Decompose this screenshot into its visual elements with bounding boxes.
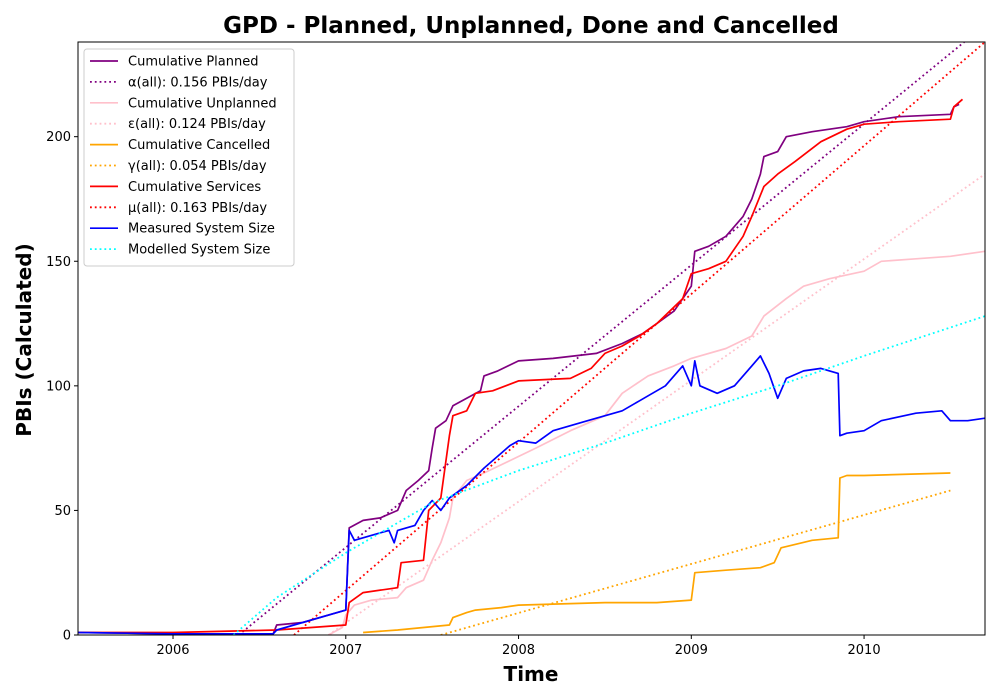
- y-tick-label: 100: [46, 379, 71, 394]
- y-axis-label: PBIs (Calculated): [12, 243, 36, 436]
- legend-label: γ(all): 0.054 PBIs/day: [128, 159, 267, 174]
- series-line-7: [293, 42, 985, 635]
- y-tick-label: 150: [46, 255, 71, 270]
- x-tick-label: 2008: [502, 643, 535, 658]
- series-layer: [78, 42, 985, 635]
- series-line-4: [363, 472, 951, 634]
- legend-label: Cumulative Planned: [128, 55, 258, 70]
- legend-label: Measured System Size: [128, 222, 275, 237]
- x-tick-label: 2010: [848, 643, 881, 658]
- legend-label: ε(all): 0.124 PBIs/day: [128, 117, 266, 132]
- y-tick-label: 50: [54, 504, 71, 519]
- x-tick-label: 2006: [156, 643, 189, 658]
- legend: Cumulative Planned α(all): 0.156 PBIs/day…: [83, 48, 295, 267]
- legend-label: Cumulative Unplanned: [128, 96, 277, 111]
- series-line-3: [327, 173, 985, 635]
- chart-title: GPD - Planned, Unplanned, Done and Cance…: [223, 13, 839, 39]
- x-tick-label: 2007: [329, 643, 362, 658]
- series-line-2: [328, 250, 985, 635]
- x-axis: 2006 2007 2008 2009 2010: [156, 635, 881, 658]
- series-line-5: [440, 489, 951, 635]
- y-tick-label: 200: [46, 130, 71, 145]
- series-line-0: [78, 103, 960, 635]
- x-axis-label: Time: [504, 662, 559, 686]
- y-axis: 0 50 100 150 200: [46, 130, 78, 644]
- legend-label: α(all): 0.156 PBIs/day: [128, 75, 268, 90]
- series-line-6: [78, 98, 964, 634]
- x-tick-label: 2009: [675, 643, 708, 658]
- legend-label: μ(all): 0.163 PBIs/day: [128, 201, 267, 216]
- legend-label: Modelled System Size: [128, 243, 270, 258]
- axes-spine: [77, 41, 986, 636]
- legend-label: Cumulative Cancelled: [128, 138, 270, 153]
- plot-area: 2006 2007 2008 2009 2010 0 50 100 150 200 Cumula…: [46, 41, 986, 658]
- legend-label: Cumulative Services: [128, 180, 261, 195]
- y-tick-label: 0: [63, 629, 71, 644]
- legend-box: [83, 48, 295, 267]
